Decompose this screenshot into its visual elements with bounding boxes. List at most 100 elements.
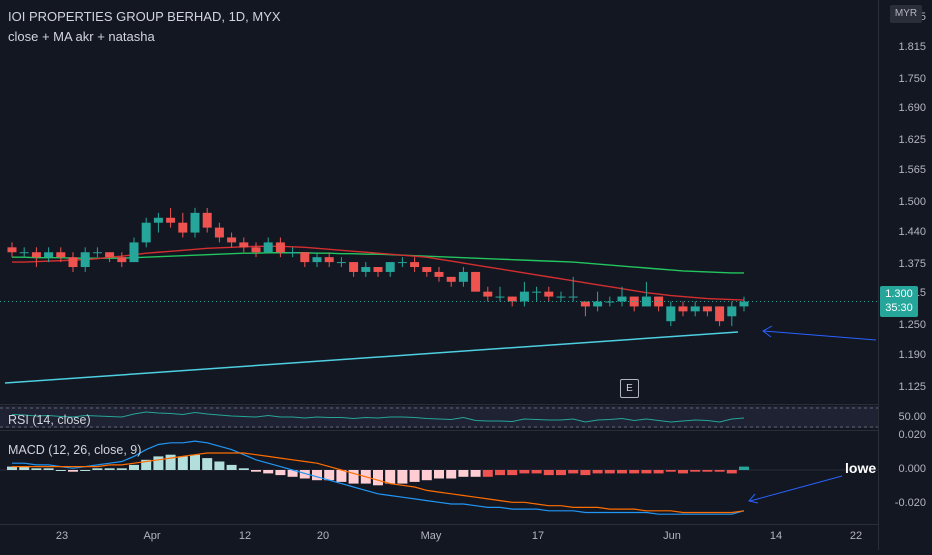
candle-body	[654, 296, 664, 307]
currency-badge[interactable]: MYR	[890, 5, 922, 23]
price-tick: 1.565	[898, 163, 926, 176]
candle-body	[641, 296, 651, 307]
macd-histogram-bar	[385, 470, 396, 484]
macd-histogram-bar	[690, 470, 701, 472]
candle-body	[239, 242, 249, 248]
macd-histogram-bar	[397, 470, 408, 484]
macd-histogram-bar	[7, 466, 17, 470]
macd-histogram-bar	[104, 468, 115, 470]
time-tick: Apr	[143, 530, 161, 542]
candle-body	[495, 296, 505, 298]
candle-body	[446, 276, 456, 282]
macd-histogram-bar	[202, 458, 213, 470]
macd-histogram-bar	[336, 470, 347, 482]
indicators-legend[interactable]: close + MA akr + natasha	[8, 29, 155, 44]
price-tick: 1.250	[898, 319, 926, 332]
macd-histogram-bar	[43, 468, 54, 470]
macd-histogram-bar	[617, 470, 627, 474]
price-axis[interactable]: 1.8751.8151.7501.6901.6251.5651.5001.440…	[878, 0, 932, 550]
macd-histogram-bar	[275, 470, 286, 476]
candle-body	[483, 291, 493, 297]
macd-histogram-bar	[263, 470, 274, 474]
candle-body	[68, 257, 78, 268]
macd-histogram-bar	[495, 470, 505, 476]
macd-histogram-bar	[287, 470, 298, 477]
macd-histogram-bar	[238, 468, 249, 470]
last-price-badge: 1.300 35:30	[880, 286, 918, 317]
macd-histogram-bar	[409, 470, 420, 482]
price-tick: 1.625	[898, 134, 926, 147]
candle-body	[361, 267, 371, 272]
macd-histogram-bar	[141, 459, 152, 470]
macd-histogram-bar	[19, 466, 30, 470]
candle-body	[605, 301, 615, 303]
last-price-value: 1.300	[885, 288, 913, 300]
candle-body	[275, 242, 285, 253]
main-chart-area[interactable]	[0, 0, 878, 550]
macd-histogram-bar	[580, 470, 591, 476]
macd-histogram-bar	[31, 468, 42, 470]
pane-separator[interactable]	[0, 430, 932, 431]
candle-body	[153, 217, 163, 223]
macd-histogram-bar	[68, 470, 78, 472]
candle-body	[556, 296, 566, 298]
candle-body	[19, 252, 29, 254]
arrow-line	[763, 330, 877, 341]
price-tick: 1.500	[898, 196, 926, 208]
candle-body	[202, 212, 212, 228]
macd-histogram-bar	[531, 470, 542, 474]
candle-body	[385, 262, 395, 272]
macd-histogram-bar	[165, 454, 176, 470]
time-tick: 14	[769, 530, 783, 542]
candle-body	[166, 217, 176, 223]
candle-body	[727, 306, 737, 317]
candle-body	[507, 296, 517, 302]
candle-body	[300, 252, 310, 263]
candle-body	[227, 237, 237, 243]
macd-histogram-bar	[641, 470, 652, 474]
price-tick: 1.750	[898, 72, 926, 85]
pane-separator[interactable]	[0, 404, 932, 405]
annotation-text[interactable]: lowe	[845, 460, 877, 476]
macd-histogram-bar	[214, 461, 225, 470]
symbol-title[interactable]: IOI PROPERTIES GROUP BERHAD, 1D, MYX	[8, 9, 281, 24]
candle-body	[251, 247, 261, 253]
macd-histogram-bar	[251, 470, 261, 472]
macd-histogram-bar	[434, 470, 444, 479]
macd-label[interactable]: MACD (12, 26, close, 9)	[8, 443, 142, 457]
macd-histogram-bar	[80, 470, 91, 471]
bar-countdown: 35:30	[885, 302, 913, 314]
macd-signal-line	[12, 452, 745, 514]
candle-body	[544, 291, 554, 297]
candle-body	[117, 257, 127, 263]
candle-body	[324, 257, 334, 263]
candle-body	[580, 301, 590, 307]
candle-body	[214, 227, 224, 238]
earnings-marker[interactable]: E	[620, 379, 639, 398]
macd-histogram-bar	[153, 456, 164, 470]
macd-histogram-bar	[592, 470, 603, 474]
candle-body	[397, 262, 407, 264]
candle-body	[422, 267, 432, 272]
candle-body	[190, 212, 200, 233]
macd-histogram-bar	[653, 470, 664, 474]
macd-histogram-bar	[324, 470, 335, 481]
candle-body	[56, 252, 66, 258]
macd-histogram-bar	[482, 470, 493, 477]
candle-body	[434, 271, 444, 277]
macd-histogram-bar	[470, 470, 481, 477]
candle-body	[666, 306, 676, 322]
rsi-band	[0, 406, 878, 428]
rsi-label[interactable]: RSI (14, close)	[8, 413, 91, 427]
chart-canvas[interactable]	[0, 0, 878, 550]
time-axis-separator	[0, 524, 932, 525]
rsi-line	[11, 411, 745, 423]
macd-histogram-bar	[714, 470, 725, 472]
price-tick: 1.440	[898, 225, 926, 238]
macd-histogram-bar	[421, 470, 432, 481]
candle-body	[92, 252, 102, 254]
time-tick: May	[420, 530, 442, 542]
macd-histogram-bar	[543, 470, 554, 476]
macd-histogram-bar	[55, 470, 66, 471]
candle-body	[263, 242, 273, 253]
